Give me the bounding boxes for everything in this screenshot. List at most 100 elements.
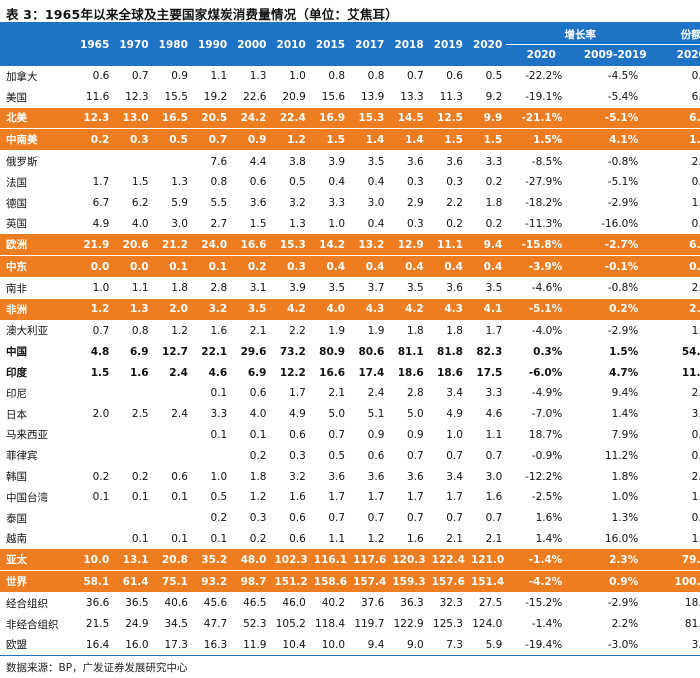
growth-2009-2019-cell: -2.9% xyxy=(607,324,639,337)
table-row: 中国台湾 0.1 0.1 0.1 0.5 1.2 1.6 1.7 1.7 1.7 1.7 1.6 -2.… xyxy=(0,487,700,508)
value-cell: 2.1 xyxy=(446,532,463,545)
growth-2020-cell: -6.0% xyxy=(528,366,563,379)
value-cell: 12.5 xyxy=(427,107,467,130)
value-cell: 7.6 xyxy=(210,155,228,168)
value-cell: 32.3 xyxy=(439,597,463,610)
value-cell: 10.0 xyxy=(309,634,350,657)
value-cell: 3.0 xyxy=(171,217,188,230)
value-cell: 11.9 xyxy=(231,634,271,657)
share-2020-cell: 2.7% xyxy=(654,298,700,321)
row-label: 美国 xyxy=(6,91,27,104)
value-cell: 35.2 xyxy=(191,549,232,572)
value-cell: 3.3 xyxy=(485,387,503,400)
growth-2009-2019-cell: -2.7% xyxy=(576,234,655,257)
value-cell: 80.6 xyxy=(358,345,385,358)
value-cell: 0.7 xyxy=(328,512,346,525)
value-cell: 158.6 xyxy=(309,570,350,593)
table-row: 越南 0.1 0.1 0.1 0.2 0.6 1.1 1.2 1.6 2.1 2.1 1.4% 16.0… xyxy=(0,529,700,550)
value-cell: 0.6 xyxy=(92,70,110,83)
growth-2020-cell: 1.6% xyxy=(535,512,563,525)
value-cell: 4.0 xyxy=(131,217,149,230)
value-cell: 20.9 xyxy=(282,91,306,104)
row-label: 俄罗斯 xyxy=(6,156,38,169)
value-cell: 1.8 xyxy=(249,470,267,483)
growth-2020-cell: -4.9% xyxy=(531,387,563,400)
value-cell: 0.0 xyxy=(74,255,114,278)
growth-2009-2019-cell: 9.4% xyxy=(611,387,639,400)
value-cell: 1.3 xyxy=(171,176,188,189)
value-cell: 22.4 xyxy=(270,107,310,130)
value-cell: 151.4 xyxy=(466,570,507,593)
value-cell: 1.5 xyxy=(309,128,350,152)
value-cell: 37.6 xyxy=(360,597,385,610)
table-row: 北美 12.3 13.0 16.5 20.5 24.2 22.4 16.9 15.3 14.5 12… xyxy=(0,107,700,130)
row-label: 中东 xyxy=(0,255,74,278)
value-cell: 2.5 xyxy=(131,408,149,421)
value-cell: 3.3 xyxy=(210,408,228,421)
table-row: 经合组织 36.6 36.5 40.6 45.6 46.5 46.0 40.2 37.6 36.3… xyxy=(0,592,700,613)
table-row: 美国 11.6 12.3 15.5 19.2 22.6 20.9 15.6 13.9 13.3 11… xyxy=(0,87,700,108)
value-cell: 0.4 xyxy=(367,176,385,189)
share-2020-cell: 6.5% xyxy=(654,107,700,130)
value-cell: 0.2 xyxy=(446,217,463,230)
growth-2020-cell: -8.5% xyxy=(531,155,563,168)
value-cell: 0.5 xyxy=(485,70,503,83)
value-cell: 0.3 xyxy=(249,512,267,525)
value-cell: 0.7 xyxy=(485,449,503,462)
share-2020-cell: 11.6% xyxy=(681,366,700,379)
value-cell: 3.6 xyxy=(367,470,385,483)
value-cell: 1.4 xyxy=(349,128,389,152)
year-header: 2019 xyxy=(433,39,463,51)
value-cell: 3.2 xyxy=(191,298,232,321)
row-label: 中国 xyxy=(6,346,27,359)
value-cell: 0.7 xyxy=(131,70,149,83)
value-cell: 93.2 xyxy=(191,570,232,593)
coal-consumption-table: 1965 1970 1980 1990 2000 2010 2015 2017 … xyxy=(0,24,700,657)
value-cell: 0.3 xyxy=(270,255,310,278)
share-2020-cell: 1.4% xyxy=(691,532,700,545)
growth-2020-cell: -19.1% xyxy=(525,91,563,104)
value-cell: 9.4 xyxy=(466,234,507,257)
value-cell: 2.1 xyxy=(485,532,503,545)
growth-2020-cell: -4.6% xyxy=(531,282,563,295)
value-cell: 20.6 xyxy=(113,234,153,257)
table-row: 非经合组织 21.5 24.9 34.5 47.7 52.3 105.2 118.4 119.7… xyxy=(0,614,700,635)
value-cell: 2.4 xyxy=(169,366,188,379)
value-cell: 46.0 xyxy=(282,597,306,610)
value-cell: 159.3 xyxy=(388,570,428,593)
growth-2009-2019-cell: 1.8% xyxy=(611,470,639,483)
value-cell xyxy=(113,445,152,466)
value-cell: 1.8 xyxy=(171,282,188,295)
value-cell: 1.6 xyxy=(210,324,228,337)
value-cell: 1.5 xyxy=(249,217,267,230)
value-cell: 0.3 xyxy=(113,128,153,152)
growth-2009-2019-header: 2009-2019 xyxy=(583,49,647,61)
value-cell: 40.6 xyxy=(164,597,188,610)
value-cell: 1.7 xyxy=(406,491,424,504)
share-2020-cell: 81.9% xyxy=(684,618,700,631)
value-cell: 3.3 xyxy=(328,197,346,210)
value-cell: 16.3 xyxy=(191,634,232,657)
value-cell: 0.7 xyxy=(367,512,385,525)
value-cell: 3.6 xyxy=(406,155,424,168)
value-cell: 11.6 xyxy=(85,91,110,104)
value-cell: 1.9 xyxy=(328,324,346,337)
value-cell: 3.2 xyxy=(289,197,306,210)
value-cell: 3.4 xyxy=(446,387,463,400)
value-cell: 0.5 xyxy=(210,491,228,504)
value-cell: 4.3 xyxy=(349,298,389,321)
share-2020-cell: 6.2% xyxy=(654,234,700,257)
growth-2009-2019-cell: -2.9% xyxy=(607,197,639,210)
value-cell: 4.6 xyxy=(208,366,228,379)
value-cell: 0.4 xyxy=(349,255,389,278)
value-cell: 22.6 xyxy=(243,91,267,104)
value-cell: 0.2 xyxy=(249,449,267,462)
row-label: 经合组织 xyxy=(6,597,48,610)
value-cell: 29.6 xyxy=(240,345,267,358)
growth-2009-2019-cell: 4.7% xyxy=(609,366,639,379)
share-2020-cell: 6.1% xyxy=(691,91,700,104)
growth-2020-cell: -1.4% xyxy=(531,618,563,631)
value-cell: 2.0 xyxy=(92,408,110,421)
value-cell: 1.2 xyxy=(270,128,310,152)
data-source-note: 数据来源：BP，广发证券发展研究中心 xyxy=(6,662,188,674)
